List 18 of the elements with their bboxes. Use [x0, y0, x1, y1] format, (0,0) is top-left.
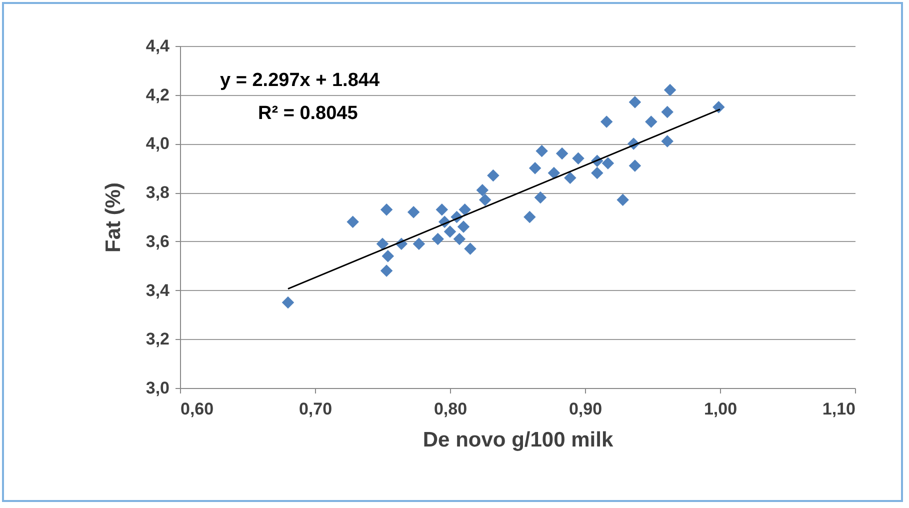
y-tick-label: 3,2	[146, 330, 170, 349]
x-axis-title: De novo g/100 milk	[422, 428, 614, 452]
y-tick-label: 3,0	[146, 378, 170, 398]
x-tick-label: 1,00	[704, 400, 738, 418]
y-tick-label: 3,6	[146, 232, 170, 251]
y-tick-label: 3,8	[146, 183, 170, 202]
annotation: y = 2.297x + 1.844	[220, 70, 380, 91]
x-tick-label: 0,90	[568, 400, 602, 418]
x-tick-label: 1,10	[822, 400, 856, 418]
y-tick-label: 4,2	[146, 85, 170, 104]
y-axis-title: Fat (%)	[102, 182, 125, 252]
y-tick-label: 4,0	[146, 134, 170, 154]
y-tick-label: 3,4	[146, 280, 170, 300]
x-tick-label: 0,70	[298, 400, 332, 418]
x-tick-label: 0,80	[434, 400, 468, 418]
annotation: R² = 0.8045	[258, 103, 358, 124]
x-tick-label: 0,60	[180, 400, 214, 418]
y-tick-label: 4,4	[146, 36, 170, 56]
